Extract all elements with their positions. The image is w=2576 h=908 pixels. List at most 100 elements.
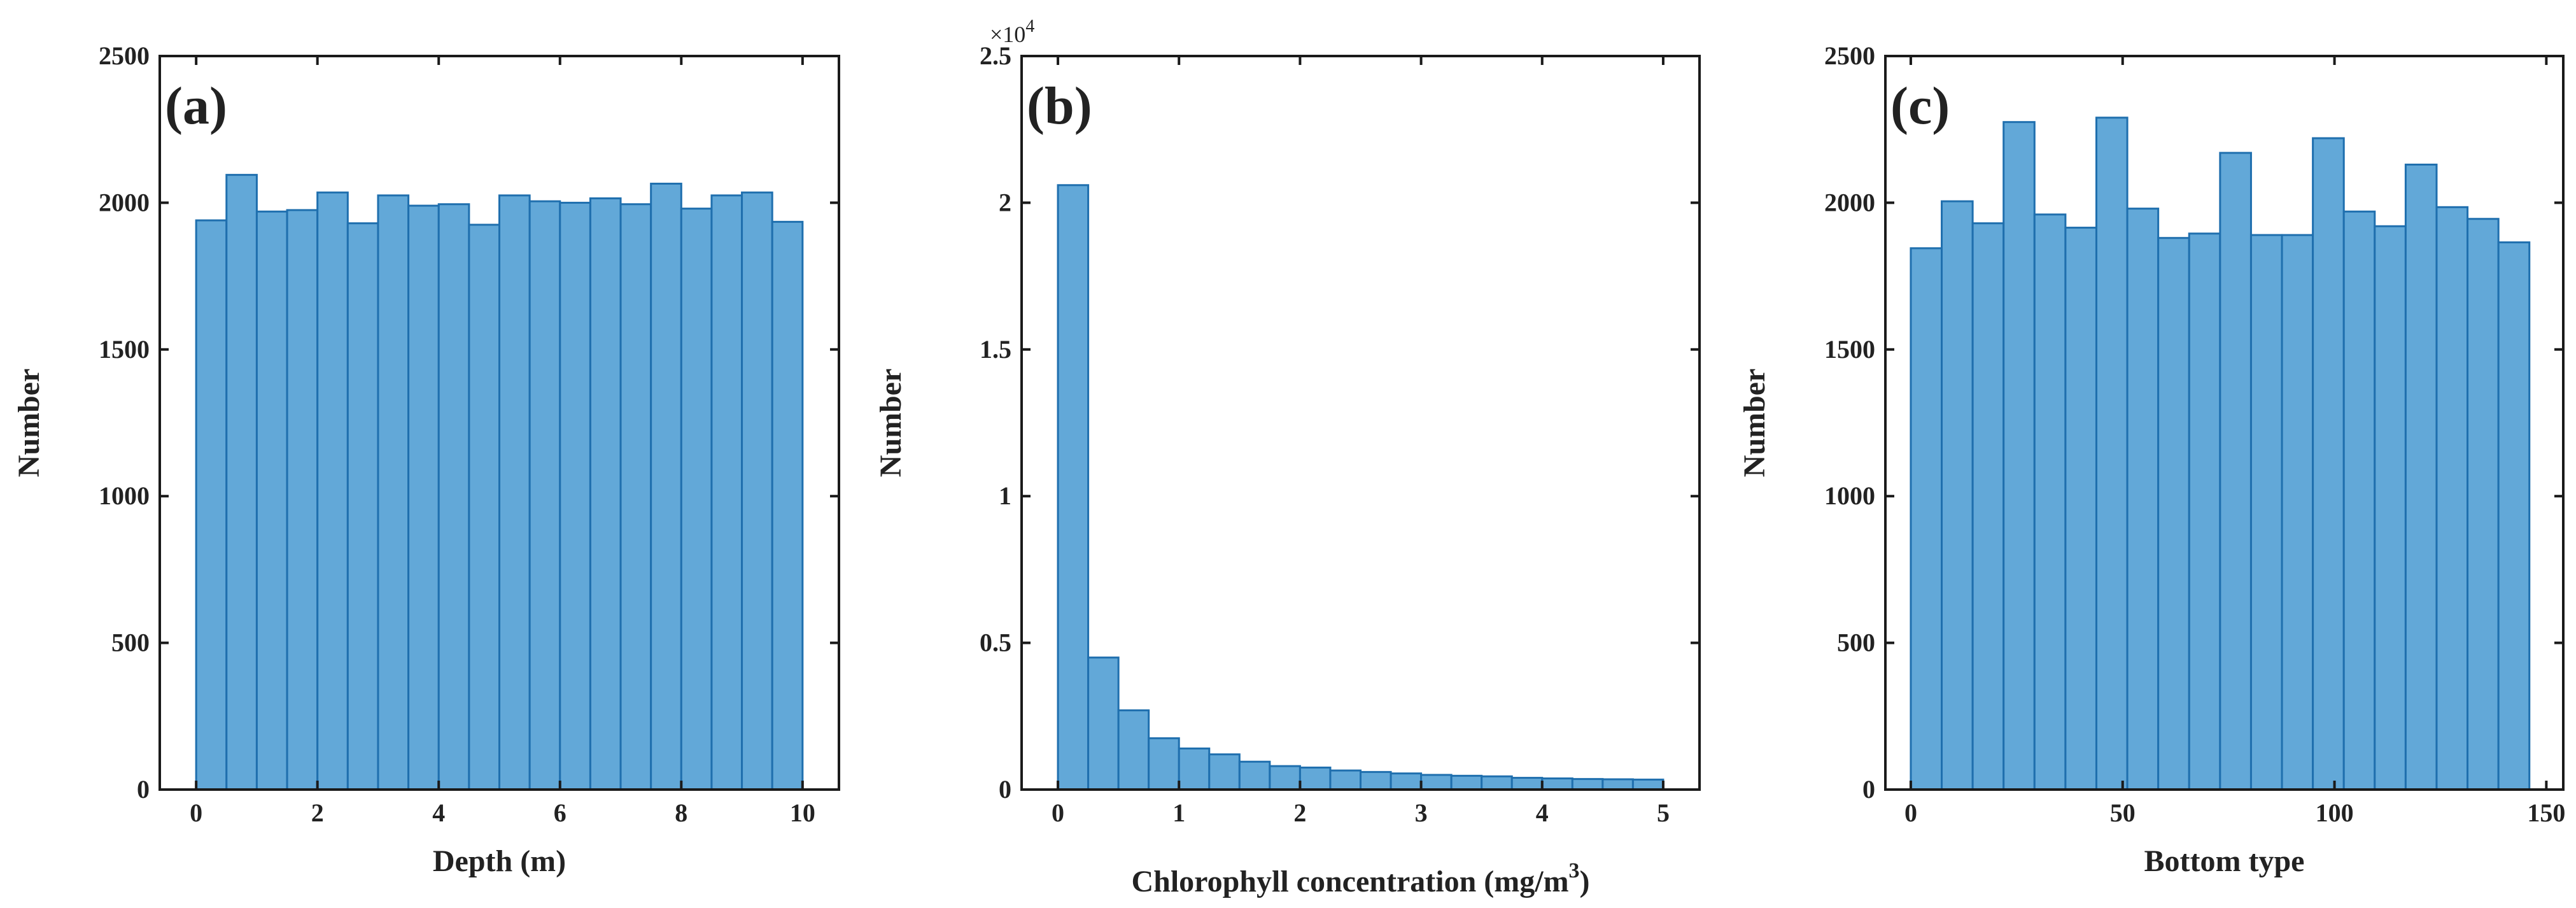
panel-c-bar <box>2157 237 2190 791</box>
panel-a-bar <box>437 203 470 791</box>
panel-b-bars <box>1057 184 1665 791</box>
panel-b-bar <box>1299 766 1332 791</box>
panel-c-bar <box>2219 152 2252 791</box>
panel-c-bar <box>2249 234 2283 791</box>
panel-c-bar <box>2064 227 2097 791</box>
panel-c-bar <box>1910 247 1943 791</box>
panel-b-bar <box>1571 777 1604 791</box>
panel-b-ticks <box>1022 55 1700 791</box>
panel-c-y-tick-label: 0 <box>1862 775 1875 804</box>
panel-c-axes-frame <box>1884 55 2565 791</box>
panel-a-bar <box>498 194 531 791</box>
panel-b-bar <box>1269 765 1301 791</box>
panel-c-bar <box>2002 121 2036 791</box>
panel-c-x-tick-label: 100 <box>2316 798 2354 827</box>
panel-c-bar <box>2342 210 2376 791</box>
panel-c-y-axis-label: Number <box>1738 369 1771 478</box>
panel-a-bar <box>771 220 804 791</box>
panel-b-y-tick-label: 0.5 <box>980 628 1011 657</box>
panel-a-bars <box>195 174 804 791</box>
panel-a-ticks <box>160 55 839 791</box>
panel-c-bar <box>2312 137 2345 791</box>
panel-a-label: (a) <box>165 76 227 136</box>
panel-c-bar <box>2435 206 2469 791</box>
panel-b-bar <box>1178 747 1211 791</box>
panel-b: 0 1 2 3 4 5 0 0.5 1 1.5 2 2.5 (b) Chlorophyll conce… <box>874 17 1701 898</box>
panel-a-bar <box>377 194 410 791</box>
panel-a-bar <box>225 174 258 791</box>
panel-a-bar <box>195 219 228 791</box>
panel-a-x-axis-label: Depth (m) <box>433 844 566 878</box>
panel-a-bar <box>650 182 682 791</box>
panel-a-bar <box>468 223 501 791</box>
panel-c-bar <box>2188 232 2221 791</box>
panel-b-x-axis-label: Chlorophyll concentration (mg/m3) <box>1131 859 1589 898</box>
panel-b-y-exponent: ×104 <box>990 17 1034 47</box>
panel-b-x-axis-label-sup: 3 <box>1569 859 1580 883</box>
panel-c-label: (c) <box>1890 76 1950 136</box>
panel-c-x-tick-label: 50 <box>2110 798 2136 827</box>
panel-b-y-exponent-base: ×10 <box>990 22 1025 47</box>
panel-a-x-tick-label: 4 <box>432 798 445 827</box>
panel-c-ticks <box>1885 55 2563 791</box>
panel-b-y-tick-label: 2 <box>999 188 1011 216</box>
panel-b-x-tick-label: 0 <box>1052 798 1064 827</box>
panel-c-x-axis-label: Bottom type <box>2144 844 2305 878</box>
panel-b-axes-frame <box>1020 55 1701 791</box>
panel-b-bar <box>1390 772 1423 791</box>
panel-a-bar <box>680 208 713 791</box>
panel-c-y-tick-label: 500 <box>1837 628 1875 657</box>
panel-b-y-exponent-power: 4 <box>1025 17 1034 36</box>
panel-a: 0 2 4 6 8 10 0 500 1000 1500 2000 2500 (a) Depth (m… <box>12 41 840 878</box>
panel-c-y-tick-label: 1000 <box>1824 481 1875 510</box>
panel-b-x-tick-label: 4 <box>1536 798 1549 827</box>
panel-b-bar <box>1631 778 1665 791</box>
panel-a-y-tick-label: 500 <box>111 628 150 657</box>
panel-b-y-tick-label: 2.5 <box>980 41 1011 70</box>
panel-a-y-tick-label: 1500 <box>99 335 150 364</box>
panel-a-bar <box>255 210 288 791</box>
panel-b-bar <box>1329 769 1362 791</box>
panel-c-bar <box>2497 241 2531 791</box>
panel-b-bar <box>1148 737 1180 791</box>
panel-c-bar <box>2374 225 2407 791</box>
panel-a-axes-frame <box>158 55 840 791</box>
panel-a-x-tick-label: 8 <box>675 798 687 827</box>
panel-c-x-tick-label: 150 <box>2527 798 2565 827</box>
panel-c-bar <box>2126 208 2160 791</box>
panel-b-bar <box>1057 184 1090 791</box>
panel-c-bar <box>2033 213 2067 791</box>
panel-c-y-tick-label: 1500 <box>1824 335 1875 364</box>
panel-c-x-tick-label: 0 <box>1904 798 1917 827</box>
panel-a-bar <box>741 191 773 791</box>
panel-a-bar <box>619 203 652 791</box>
panel-a-x-tick-label: 10 <box>790 798 815 827</box>
panel-b-x-tick-label: 5 <box>1657 798 1670 827</box>
panel-b-bar <box>1601 778 1634 791</box>
panel-c-bar <box>2404 163 2438 791</box>
panel-c-bar <box>2467 218 2500 791</box>
panel-b-y-tick-label: 1.5 <box>980 335 1011 364</box>
panel-a-bar <box>528 200 561 791</box>
panel-b-bar <box>1360 770 1392 791</box>
panel-a-bar <box>710 194 743 791</box>
panel-a-tick-labels: 0 2 4 6 8 10 0 500 1000 1500 2000 2500 <box>99 41 815 827</box>
panel-a-x-tick-label: 0 <box>190 798 202 827</box>
panel-c-y-tick-label: 2500 <box>1824 41 1875 70</box>
panel-b-bar <box>1238 760 1271 791</box>
panel-a-y-tick-label: 2000 <box>99 188 150 216</box>
panel-b-bar <box>1481 775 1513 791</box>
panel-b-bar <box>1087 656 1120 791</box>
panel-c-y-tick-label: 2000 <box>1824 188 1875 216</box>
panel-a-bar <box>559 201 591 791</box>
panel-b-x-axis-label-end: ) <box>1580 865 1590 898</box>
panel-c-bars <box>1910 117 2531 791</box>
panel-b-x-tick-label: 1 <box>1172 798 1185 827</box>
panel-a-bar <box>316 191 349 791</box>
panel-a-bar <box>589 197 622 791</box>
panel-a-bar <box>286 209 319 791</box>
panel-b-bar <box>1420 774 1453 791</box>
panel-a-y-tick-label: 2500 <box>99 41 150 70</box>
panel-b-bar <box>1208 753 1241 791</box>
